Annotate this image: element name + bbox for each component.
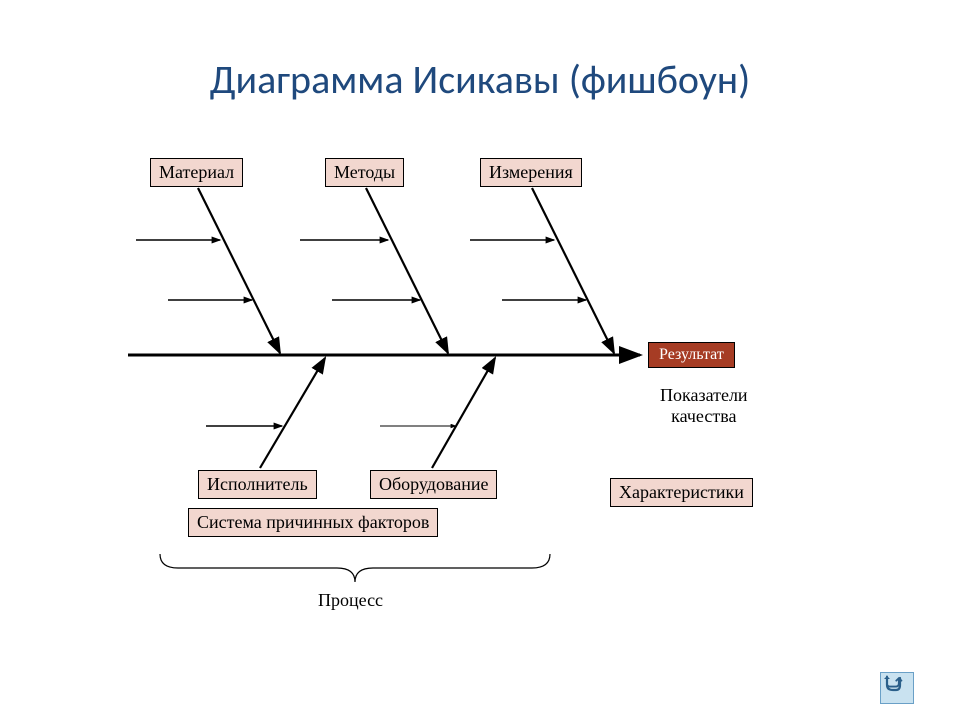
result-box: Результат xyxy=(648,342,735,368)
page-title: Диаграмма Исикавы (фишбоун) xyxy=(0,55,960,104)
characteristics-box: Характеристики xyxy=(610,478,753,507)
process-label: Процесс xyxy=(318,590,383,611)
fishbone-svg xyxy=(80,150,880,650)
fishbone-diagram: Материал Методы Измерения Исполнитель Об… xyxy=(80,150,880,650)
cause-box-methods: Методы xyxy=(325,158,404,187)
cause-box-executor: Исполнитель xyxy=(198,470,317,499)
cause-box-measure: Измерения xyxy=(480,158,582,187)
result-sublabel: Показателикачества xyxy=(660,385,748,426)
cause-system-box: Система причинных факторов xyxy=(188,508,438,537)
cause-box-material: Материал xyxy=(150,158,243,187)
result-sublabel-text: Показателикачества xyxy=(660,385,748,426)
u-turn-arrow-icon xyxy=(881,673,903,693)
return-button[interactable] xyxy=(880,672,914,704)
cause-box-equipment: Оборудование xyxy=(370,470,497,499)
